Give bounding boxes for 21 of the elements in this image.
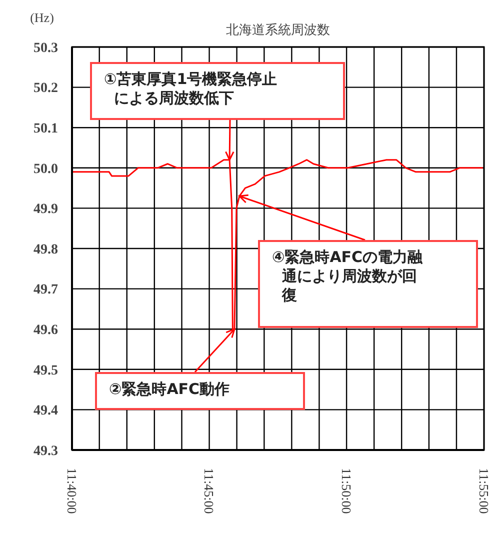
y-tick-label: 50.2 (34, 81, 58, 96)
y-axis-title: (Hz) (30, 10, 54, 25)
y-tick-label: 49.6 (34, 323, 58, 338)
x-tick-label: 11:55:00 (476, 468, 492, 514)
chart-title: 北海道系統周波数 (226, 23, 330, 38)
y-tick-label: 49.4 (34, 404, 58, 419)
annotation: ①苫東厚真1号機緊急停止による周波数低下 (104, 70, 278, 108)
y-tick-label: 50.3 (34, 40, 58, 56)
y-tick-label: 49.8 (34, 242, 58, 258)
y-tick-label: 50.0 (34, 162, 58, 177)
line-series (72, 159, 484, 330)
y-tick-label: 49.9 (34, 202, 58, 218)
y-tick-label: 49.3 (34, 444, 58, 459)
x-tick-label: 11:40:00 (64, 468, 80, 514)
x-tick-label: 11:50:00 (339, 468, 354, 514)
y-tick-label: 50.1 (34, 122, 58, 136)
x-tick-label: 11:45:00 (202, 468, 217, 514)
annotation: ④緊急時AFCの電力融通により周波数が回復 (272, 248, 424, 305)
annotation: ②緊急時AFC動作 (109, 380, 231, 399)
y-tick-label: 49.7 (34, 282, 58, 298)
y-tick-label: 49.5 (34, 363, 58, 378)
